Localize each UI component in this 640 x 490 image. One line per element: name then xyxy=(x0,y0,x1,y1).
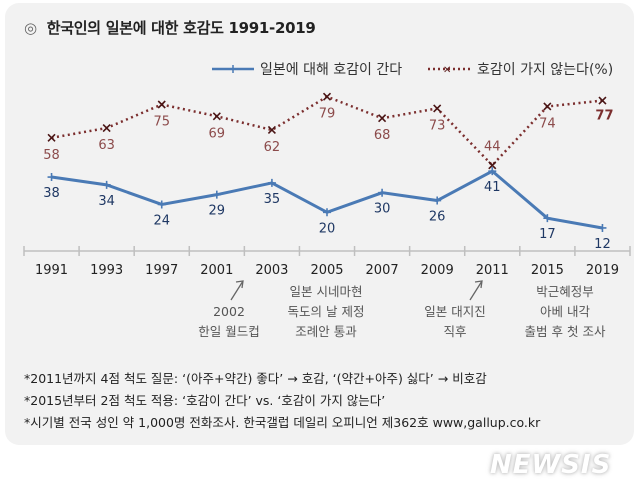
annotation-line: 한일 월드컵 xyxy=(198,324,260,339)
annotation-line: 아베 내각 xyxy=(540,304,590,319)
annotation-arrow-2011 xyxy=(469,280,483,301)
annotation-line: 독도의 날 제정 xyxy=(287,304,365,319)
footnotes: *2011년까지 4점 척도 질문: ‘(아주+약간) 좋다’ → 호감, ‘(… xyxy=(24,368,540,434)
annotation-arrow-2002 xyxy=(230,280,244,301)
point-marker-like xyxy=(378,188,387,197)
point-marker-like xyxy=(433,196,442,205)
point-marker-dislike xyxy=(47,133,56,142)
point-marker-dislike xyxy=(212,112,221,121)
data-label-dislike: 73 xyxy=(429,118,446,133)
data-label-dislike: 74 xyxy=(539,116,556,131)
point-marker-like xyxy=(102,180,111,189)
data-label-like: 26 xyxy=(429,210,446,225)
data-label-like: 20 xyxy=(319,221,336,236)
x-tick-label: 1997 xyxy=(145,263,178,278)
data-label-like: 35 xyxy=(264,192,281,207)
data-label-like: 29 xyxy=(209,204,226,219)
data-label-dislike: 79 xyxy=(319,107,336,122)
point-marker-dislike xyxy=(102,123,111,133)
data-label-like: 24 xyxy=(153,213,170,228)
annotation-line: 2002 xyxy=(213,304,245,319)
footnote: *2015년부터 2점 척도 적용: ‘호감이 간다’ vs. ‘호감이 가지 … xyxy=(24,393,386,408)
point-marker-like xyxy=(488,167,497,176)
point-marker-dislike xyxy=(543,102,552,111)
arrow-head-2011-icon xyxy=(474,280,483,289)
point-marker-dislike xyxy=(322,92,332,101)
point-marker-dislike xyxy=(598,96,607,105)
annotation-line: 직후 xyxy=(443,324,467,339)
point-marker-like xyxy=(543,214,552,223)
annotation-line: 일본 대지진 xyxy=(424,304,486,319)
data-label-like: 12 xyxy=(594,237,611,252)
data-label-like: 30 xyxy=(374,202,391,217)
series-line-like xyxy=(51,169,603,230)
annotation-line: 일본 시네마현 xyxy=(289,284,363,299)
legend-label-like: 일본에 대해 호감이 간다 xyxy=(260,62,402,78)
x-tick-label: 1993 xyxy=(90,263,123,278)
data-label-dislike: 75 xyxy=(153,115,170,130)
x-tick-label: 2015 xyxy=(531,263,564,278)
point-marker-dislike xyxy=(433,104,442,113)
x-tick-label: 2001 xyxy=(200,263,233,278)
chart-title: ◎ 한국인의 일본에 대한 호감도 1991-2019 xyxy=(24,17,316,38)
title-text: 한국인의 일본에 대한 호감도 1991-2019 xyxy=(46,19,316,37)
footnote: *시기별 전국 성인 약 1,000명 전화조사. 한국갤럽 데일리 오피니언 … xyxy=(24,415,541,430)
legend: 일본에 대해 호감이 간다 ✕ 호감이 가지 않는다(%) xyxy=(212,62,613,78)
newsis-watermark-logo: NEWSIS xyxy=(490,450,612,480)
annotation-2015: 박근혜정부 아베 내각 출범 후 첫 조사 xyxy=(505,282,625,342)
data-label-like: 38 xyxy=(43,186,60,201)
data-label-dislike: 69 xyxy=(209,126,226,141)
data-label-dislike: 58 xyxy=(43,148,60,163)
point-marker-like xyxy=(47,173,56,182)
footnote: *2011년까지 4점 척도 질문: ‘(아주+약간) 좋다’ → 호감, ‘(… xyxy=(24,371,487,386)
point-marker-like xyxy=(212,190,221,199)
data-label-dislike: 62 xyxy=(264,140,281,155)
point-marker-dislike xyxy=(157,100,166,109)
point-marker-dislike xyxy=(267,125,276,135)
annotation-2005: 일본 시네마현 독도의 날 제정 조례안 통과 xyxy=(271,282,381,342)
point-marker-dislike xyxy=(488,161,497,170)
data-label-dislike: 68 xyxy=(374,128,391,143)
legend-label-dislike: 호감이 가지 않는다(%) xyxy=(477,62,613,78)
x-tick-label: 2007 xyxy=(366,263,399,278)
x-tick-label: 2003 xyxy=(255,263,288,278)
point-marker-dislike xyxy=(378,114,387,123)
point-marker-like xyxy=(323,208,331,217)
data-label-like: 17 xyxy=(539,227,556,242)
data-label-like: 34 xyxy=(98,194,115,209)
legend-x-marker-icon: ✕ xyxy=(443,65,451,76)
point-marker-like xyxy=(598,223,607,232)
point-marker-like xyxy=(267,178,276,187)
x-tick-label: 2019 xyxy=(586,263,619,278)
x-tick-label: 2011 xyxy=(476,263,509,278)
data-label-like: 41 xyxy=(484,180,501,195)
arrow-head-2002-icon xyxy=(235,280,244,289)
annotation-line: 출범 후 첫 조사 xyxy=(524,324,606,339)
annotation-line: 조례안 통과 xyxy=(295,324,357,339)
x-tick-label: 2009 xyxy=(421,263,454,278)
annotation-line: 박근혜정부 xyxy=(536,284,594,299)
title-bullet-icon: ◎ xyxy=(24,19,37,37)
x-tick-label: 2005 xyxy=(310,263,343,278)
point-marker-like xyxy=(157,200,166,209)
data-label-dislike: 77 xyxy=(595,109,613,124)
annotation-2011: 일본 대지진 직후 xyxy=(410,302,500,342)
chart-panel xyxy=(5,3,634,445)
data-label-dislike: 44 xyxy=(484,139,501,154)
x-tick-label: 1991 xyxy=(35,263,68,278)
annotation-2002: 2002 한일 월드컵 xyxy=(174,302,284,342)
data-label-dislike: 63 xyxy=(98,138,115,153)
